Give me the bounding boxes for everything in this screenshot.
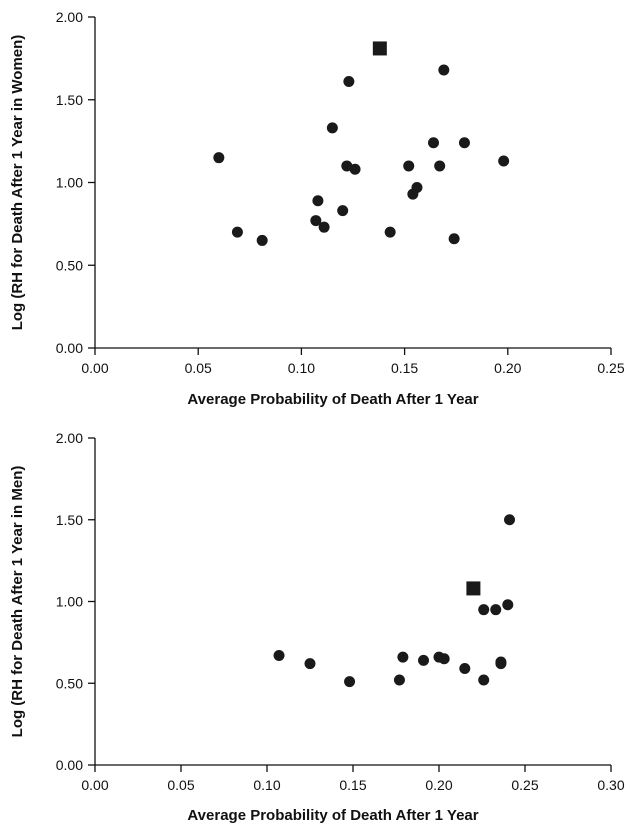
circle-data-point xyxy=(304,658,316,670)
y-tick-label: 1.00 xyxy=(56,594,83,610)
square-data-point xyxy=(372,41,387,56)
circle-data-point xyxy=(310,215,322,227)
men-scatter-panel: 0.00 0.50 1.00 1.50 2.00 0.00 0.05 0.10 0.15 0.20… xyxy=(9,430,625,824)
y-tick-label: 2.00 xyxy=(56,9,83,25)
x-tick-label: 0.15 xyxy=(391,360,418,376)
circle-data-point xyxy=(397,651,409,663)
circle-data-point xyxy=(341,160,353,172)
circle-data-point xyxy=(312,195,324,207)
x-tick-label: 0.05 xyxy=(185,360,212,376)
circle-data-point xyxy=(326,122,338,134)
x-tick-label: 0.10 xyxy=(253,777,280,793)
circle-data-point xyxy=(318,221,330,233)
y-tick-label: 0.00 xyxy=(56,340,83,356)
circle-data-point xyxy=(213,152,225,164)
x-tick-label: 0.20 xyxy=(494,360,521,376)
circle-data-point xyxy=(403,160,415,172)
circle-data-point xyxy=(478,674,490,686)
circle-data-point xyxy=(448,233,460,245)
x-tick-label: 0.00 xyxy=(81,360,108,376)
x-tick-label: 0.30 xyxy=(597,777,624,793)
x-tick-label: 0.25 xyxy=(597,360,624,376)
y-axis-title: Log (RH for Death After 1 Year in Women) xyxy=(9,35,26,331)
circle-data-point xyxy=(349,163,361,175)
circle-data-point xyxy=(459,663,471,675)
y-axis-title: Log (RH for Death After 1 Year in Men) xyxy=(9,466,26,738)
circle-data-point xyxy=(256,234,268,246)
circle-data-point xyxy=(393,674,405,686)
y-tick-label: 2.00 xyxy=(56,430,83,446)
women-scatter-panel: 0.00 0.50 1.00 1.50 2.00 0.00 0.05 0.10 0.15 0.20… xyxy=(9,9,625,408)
circle-data-point xyxy=(502,599,514,611)
circle-data-point xyxy=(273,649,285,661)
y-tick-label: 1.50 xyxy=(56,512,83,528)
circle-data-point xyxy=(495,656,507,668)
y-tick-label: 1.50 xyxy=(56,92,83,108)
circle-data-point xyxy=(344,676,356,688)
x-tick-label: 0.25 xyxy=(511,777,538,793)
circle-data-point xyxy=(384,226,396,238)
circle-data-point xyxy=(490,604,502,616)
circle-data-point xyxy=(478,604,490,616)
x-tick-label: 0.15 xyxy=(339,777,366,793)
x-axis-title: Average Probability of Death After 1 Yea… xyxy=(187,391,478,408)
circle-data-point xyxy=(418,654,430,666)
circle-data-point xyxy=(343,76,355,88)
circle-data-point xyxy=(434,160,446,172)
x-tick-label: 0.05 xyxy=(167,777,194,793)
x-tick-label: 0.20 xyxy=(425,777,452,793)
circle-data-point xyxy=(458,137,470,149)
square-data-point xyxy=(466,581,481,596)
y-tick-label: 0.50 xyxy=(56,675,83,691)
circle-data-point xyxy=(337,205,349,217)
circle-data-point xyxy=(498,155,510,167)
circle-data-point xyxy=(411,181,423,193)
circle-data-point xyxy=(504,514,516,526)
y-tick-label: 0.00 xyxy=(56,757,83,773)
x-tick-label: 0.10 xyxy=(288,360,315,376)
x-tick-label: 0.00 xyxy=(81,777,108,793)
x-axis-title: Average Probability of Death After 1 Yea… xyxy=(187,807,478,824)
circle-data-point xyxy=(438,653,450,665)
circle-data-point xyxy=(438,64,450,76)
circle-data-point xyxy=(427,137,439,149)
circle-data-point xyxy=(231,226,243,238)
y-tick-label: 1.00 xyxy=(56,175,83,191)
y-tick-label: 0.50 xyxy=(56,257,83,273)
